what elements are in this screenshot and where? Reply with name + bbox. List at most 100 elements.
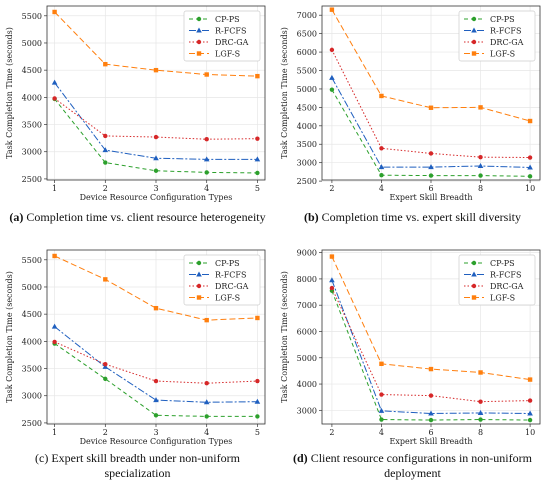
data-point bbox=[255, 315, 260, 321]
caption-a-label: (a) bbox=[9, 210, 24, 224]
data-point bbox=[52, 339, 57, 345]
chart-b: 2500 3000 3500 4000 4500 5000 5500 6000 6500 7000… bbox=[280, 5, 541, 202]
data-point bbox=[478, 105, 483, 110]
data-point bbox=[153, 378, 159, 384]
data-point bbox=[153, 134, 159, 140]
data-point bbox=[329, 47, 335, 53]
y-tick-label: 6500 bbox=[297, 30, 317, 39]
legend-swatch-marker bbox=[471, 39, 477, 45]
legend-swatch-marker bbox=[471, 16, 477, 22]
data-point bbox=[329, 7, 335, 12]
x-tick-label: 4 bbox=[204, 184, 209, 193]
data-point bbox=[527, 410, 533, 416]
x-axis-label: Device Resource Configuration Types bbox=[80, 437, 233, 446]
x-tick-label: 8 bbox=[478, 184, 483, 193]
data-point bbox=[527, 155, 533, 160]
data-point bbox=[378, 164, 385, 170]
legend-box bbox=[458, 254, 536, 306]
data-point bbox=[428, 164, 434, 170]
data-point bbox=[477, 409, 484, 415]
series-drc-ga bbox=[52, 339, 260, 386]
panel-a: 2500 3000 3500 4000 4500 5000 5500 1 2 3 4 5 Device … bbox=[0, 0, 275, 244]
data-point bbox=[204, 381, 209, 386]
caption-a-text: Completion time vs. client resource hete… bbox=[26, 210, 266, 224]
data-point bbox=[428, 410, 434, 416]
data-point bbox=[428, 151, 434, 156]
legend-swatch-marker bbox=[196, 283, 202, 289]
caption-b-label: (b) bbox=[304, 210, 319, 224]
data-point bbox=[103, 133, 108, 139]
data-point bbox=[255, 414, 260, 419]
data-point bbox=[254, 398, 261, 404]
data-point bbox=[204, 317, 209, 323]
data-point bbox=[103, 160, 108, 165]
series-lgf-s bbox=[52, 253, 260, 323]
data-point bbox=[527, 174, 533, 179]
y-axis-label: Task Completion Time (seconds) bbox=[280, 271, 289, 403]
y-tick-label: 3000 bbox=[297, 159, 317, 168]
x-tick-label: 4 bbox=[379, 428, 384, 437]
data-point bbox=[153, 305, 159, 311]
legend-label: DRC-GA bbox=[215, 282, 249, 291]
data-point bbox=[102, 147, 109, 153]
panel-b: 2500 3000 3500 4000 4500 5000 5500 6000 6500 7000… bbox=[275, 0, 550, 244]
y-tick-label: 7000 bbox=[297, 11, 317, 20]
y-tick-label: 2500 bbox=[22, 175, 42, 184]
data-point bbox=[478, 154, 483, 160]
x-tick-label: 4 bbox=[379, 184, 384, 193]
series-drc-ga bbox=[329, 47, 533, 160]
legend-box bbox=[458, 10, 536, 62]
legend-box bbox=[183, 254, 261, 306]
y-tick-label: 5500 bbox=[22, 12, 42, 21]
y-tick-label: 4000 bbox=[22, 337, 42, 346]
grid bbox=[322, 250, 540, 424]
legend-label: LGF-S bbox=[215, 294, 240, 303]
caption-d: (d) Client resource configurations in no… bbox=[275, 451, 550, 481]
y-tick-label: 5500 bbox=[22, 256, 42, 265]
data-point bbox=[255, 170, 260, 176]
series-line bbox=[331, 290, 531, 421]
data-point bbox=[204, 72, 209, 77]
data-point bbox=[203, 156, 210, 162]
data-point bbox=[378, 407, 385, 413]
data-point bbox=[379, 417, 384, 422]
data-point bbox=[254, 156, 261, 162]
series-r-fcfs bbox=[51, 323, 261, 405]
legend-swatch-marker bbox=[196, 16, 202, 22]
data-point bbox=[153, 67, 159, 73]
x-tick-label: 3 bbox=[153, 428, 158, 437]
data-point bbox=[527, 377, 533, 382]
series-line bbox=[331, 287, 531, 403]
series-line bbox=[54, 98, 258, 140]
data-point bbox=[379, 361, 384, 367]
data-point bbox=[103, 61, 108, 67]
chart-d: 3000 4000 5000 6000 7000 8000 9000 2 4 6 8 10 Expert… bbox=[280, 249, 541, 446]
data-point bbox=[103, 277, 108, 282]
x-axis-label: Device Resource Configuration Types bbox=[80, 193, 233, 202]
data-point bbox=[379, 392, 384, 397]
x-tick-label: 10 bbox=[525, 184, 535, 193]
y-tick-label: 4500 bbox=[297, 103, 317, 112]
legend: CP-PS R-FCFS DRC-GA LGF-S bbox=[183, 10, 261, 62]
y-tick-label: 4500 bbox=[22, 66, 42, 75]
data-point bbox=[478, 399, 483, 404]
data-point bbox=[527, 398, 533, 403]
x-tick-label: 2 bbox=[103, 428, 108, 437]
series-line bbox=[331, 77, 531, 168]
data-point bbox=[204, 137, 209, 142]
data-point bbox=[379, 173, 384, 178]
data-point bbox=[255, 73, 260, 79]
series-cp-ps bbox=[329, 87, 533, 179]
series-drc-ga bbox=[329, 285, 533, 404]
data-point bbox=[103, 361, 108, 367]
y-axis-label: Task Completion Time (seconds) bbox=[5, 27, 14, 159]
x-tick-label: 6 bbox=[428, 184, 433, 193]
data-point bbox=[204, 414, 209, 419]
legend: CP-PS R-FCFS DRC-GA LGF-S bbox=[458, 254, 536, 306]
legend-swatch-marker bbox=[196, 260, 202, 266]
caption-a: (a) Completion time vs. client resource … bbox=[0, 210, 275, 225]
y-axis-label: Task Completion Time (seconds) bbox=[5, 271, 14, 403]
y-tick-label: 3000 bbox=[297, 406, 317, 415]
legend-swatch-marker bbox=[471, 295, 477, 300]
legend-label: R-FCFS bbox=[490, 27, 521, 36]
